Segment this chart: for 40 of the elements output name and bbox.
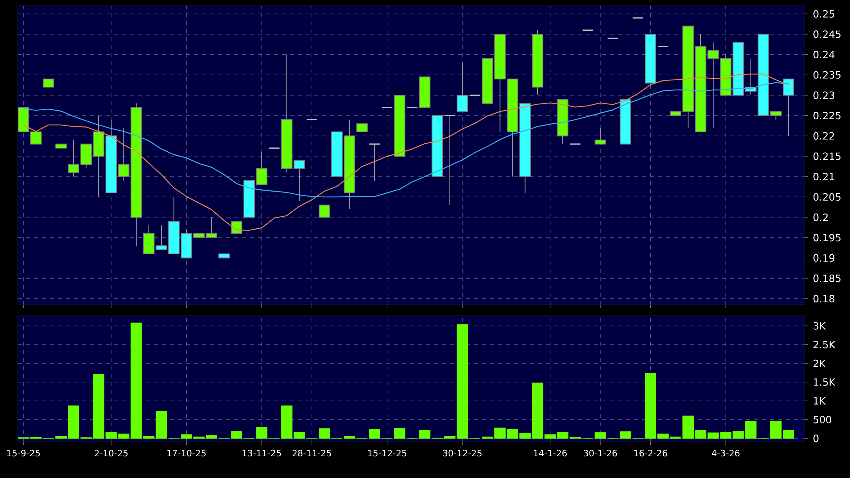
x-tick-label: 16-2-26 <box>634 450 668 457</box>
x-tick-label: 2-10-25 <box>94 450 128 457</box>
x-tick-label: 13-11-25 <box>242 450 282 457</box>
y-tick-label: 3K <box>814 322 826 330</box>
candlestick <box>368 144 381 182</box>
candlestick <box>444 115 456 206</box>
y-tick-label: 0.23 <box>814 92 835 100</box>
y-tick-label: 2K <box>814 360 826 368</box>
y-tick-label: 0.195 <box>814 234 841 242</box>
y-tick-label: 0.245 <box>814 30 841 38</box>
x-tick-label: 30-12-25 <box>443 450 482 457</box>
candlestick <box>594 128 606 145</box>
y-tick-label: 0.24 <box>814 51 835 59</box>
x-tick-label: 28-11-25 <box>292 450 332 457</box>
candlestick <box>456 62 468 112</box>
y-tick-label: 1.5K <box>814 378 836 386</box>
y-tick-label: 0.22 <box>814 132 834 140</box>
y-tick-label: 0.19 <box>814 254 835 262</box>
x-tick-label: 15-12-25 <box>368 450 407 457</box>
x-tick-label: 15-9-25 <box>7 450 40 457</box>
x-tick-label: 4-3-26 <box>712 450 740 457</box>
y-tick-label: 0.185 <box>814 274 841 282</box>
y-tick-label: 0.225 <box>814 112 841 120</box>
y-tick-label: 0 <box>814 434 819 442</box>
candlestick <box>231 221 243 234</box>
y-tick-label: 0.235 <box>814 71 841 79</box>
y-tick-label: 1K <box>814 397 826 405</box>
x-tick-label: 17-10-25 <box>168 450 206 457</box>
y-tick-label: 0.18 <box>814 295 835 303</box>
y-tick-label: 0.25 <box>814 10 834 18</box>
candlestick <box>783 78 794 137</box>
y-tick-label: 0.215 <box>814 152 841 160</box>
x-tick-label: 30-1-26 <box>584 450 618 457</box>
y-tick-label: 0.21 <box>814 173 834 181</box>
candlestick <box>318 204 330 218</box>
y-tick-label: 2.5K <box>814 341 836 349</box>
y-tick-label: 500 <box>814 416 832 424</box>
y-tick-label: 0.205 <box>814 193 841 201</box>
x-tick-label: 14-1-26 <box>534 450 568 457</box>
y-tick-label: 0.2 <box>814 214 828 222</box>
